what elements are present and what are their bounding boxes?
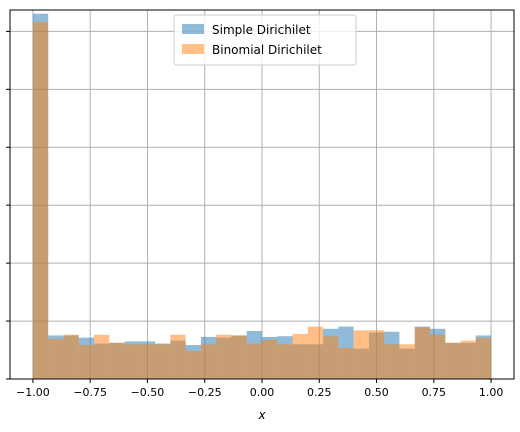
bar-binomial [384,344,400,379]
bar-binomial [307,326,324,379]
bar-binomial [94,334,110,379]
legend: Simple Dirichilet Binomial Dirichilet [173,14,357,66]
bar-binomial [353,330,369,379]
bar-binomial [48,339,64,379]
bar-binomial [338,348,354,379]
axis-ticks: −1.00 −0.75 −0.50 −0.25 0.00 0.25 0.50 0.75 1.00 [6,30,504,399]
x-tick-label: −0.75 [73,386,107,399]
bar-binomial [399,344,415,379]
bar-binomial [139,344,156,379]
bar-binomial [246,343,262,379]
bar-binomial [262,339,278,379]
legend-label-binomial: Binomial Dirichilet [212,43,322,57]
bar-binomial [323,336,339,379]
x-tick-label: −0.50 [131,386,165,399]
x-tick-label: 1.00 [479,386,504,399]
legend-box [173,14,357,66]
bar-binomial [460,340,476,379]
legend-swatch-simple [182,24,204,34]
x-tick-label: −1.00 [16,386,50,399]
x-tick-label: 0.25 [307,386,332,399]
x-axis-label: x [257,408,266,422]
bar-binomial [185,350,201,379]
bar-binomial [155,344,171,379]
bar-binomial [109,342,125,379]
bar-binomial [78,345,95,379]
bar-binomial [368,330,385,379]
bar-binomial [231,335,247,379]
x-tick-label: −0.25 [188,386,222,399]
legend-label-simple: Simple Dirichilet [212,23,311,37]
bar-binomial [216,334,232,379]
bar-binomial [475,337,492,379]
bar-binomial [277,344,293,379]
x-tick-label: 0.75 [422,386,447,399]
bar-binomial [445,342,461,379]
x-tick-label: 0.00 [250,386,275,399]
bar-binomial [414,327,430,379]
bar-binomial [124,344,140,379]
grid-lines [10,10,514,380]
bar-binomial [32,21,49,379]
bar-binomial [429,334,446,379]
bar-binomial [292,333,308,379]
bar-binomial [170,334,186,379]
histogram-bars [32,13,492,379]
x-tick-label: 0.50 [364,386,389,399]
bar-binomial [200,344,217,379]
bar-binomial [63,334,79,379]
legend-swatch-binomial [182,44,204,54]
